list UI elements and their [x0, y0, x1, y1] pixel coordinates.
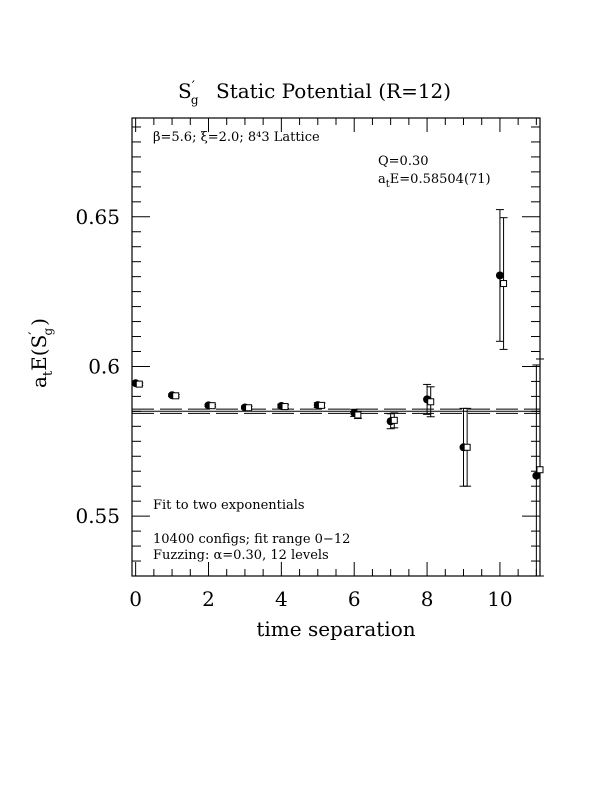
data-point-square	[172, 392, 180, 400]
lattice-info: β=5.6; ξ=2.0; 8⁴3 Lattice	[153, 130, 320, 145]
title-prime: ′	[192, 79, 195, 95]
title-text: Static Potential (R=12)	[216, 79, 451, 103]
y-label-a: a	[27, 376, 51, 388]
x-tick-label: 8	[421, 587, 434, 611]
fit-label: Fit to two exponentials	[153, 498, 305, 513]
data-point-square	[463, 443, 471, 451]
data-point-circle	[532, 471, 541, 480]
data-point-square	[390, 416, 398, 424]
data-point-square	[245, 404, 253, 412]
title-symbol: S	[178, 79, 192, 103]
data-point-circle	[495, 271, 504, 280]
x-tick-labels: 0 2 4 6 8 10	[129, 587, 512, 611]
fuzzing-label: Fuzzing: α=0.30, 12 levels	[153, 548, 329, 563]
fit-band	[132, 408, 540, 414]
title-subscript: g	[191, 93, 199, 107]
configs-label: 10400 configs; fit range 0−12	[153, 532, 350, 547]
y-axis-label: atE(S′g)	[27, 318, 56, 388]
energy-label: atE=0.58504(71)	[378, 172, 491, 190]
data-point-square	[135, 380, 143, 388]
x-tick-label: 10	[487, 587, 512, 611]
data-point-square	[317, 401, 325, 409]
y-label-e: E(S	[27, 335, 51, 371]
data-point-square	[427, 398, 435, 406]
data-point-square	[281, 403, 289, 411]
x-axis-label: time separation	[256, 617, 415, 641]
y-tick-labels: 0.55 0.6 0.65	[75, 205, 120, 528]
energy-label-t: t	[386, 179, 390, 190]
y-tick-label: 0.65	[75, 205, 120, 229]
data-point-square	[500, 280, 508, 288]
x-tick-label: 6	[348, 587, 361, 611]
x-tick-label: 2	[202, 587, 215, 611]
data-marks	[131, 209, 544, 577]
q-label: Q=0.30	[378, 154, 429, 169]
data-point-square	[354, 411, 362, 419]
x-tick-label: 4	[275, 587, 288, 611]
energy-label-value: E=0.58504(71)	[390, 172, 491, 187]
data-point-square	[536, 466, 544, 474]
y-tick-label: 0.55	[75, 504, 120, 528]
y-label-t: t	[41, 370, 56, 376]
energy-label-a: a	[378, 172, 386, 187]
y-label-close: )	[27, 318, 51, 326]
y-label-prime: ′	[27, 332, 43, 335]
x-tick-label: 0	[129, 587, 142, 611]
y-tick-label: 0.6	[88, 354, 120, 378]
chart-title: S′ g Static Potential (R=12)	[178, 79, 451, 107]
y-label-g: g	[41, 328, 55, 336]
data-point-square	[208, 402, 216, 410]
